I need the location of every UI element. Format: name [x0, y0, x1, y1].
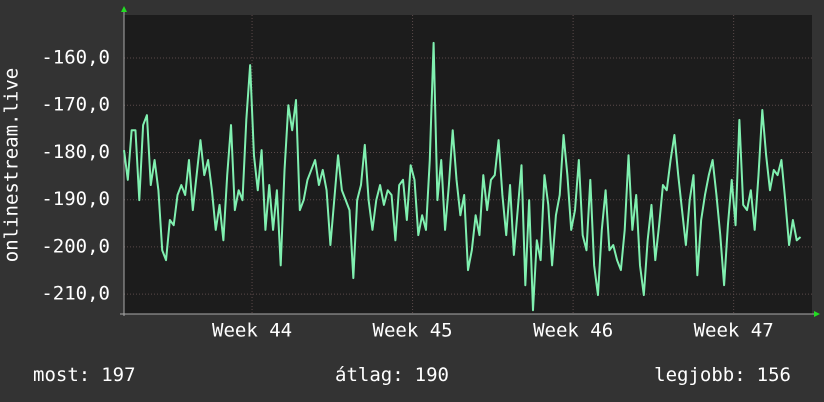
stat-label: átlag: [335, 364, 404, 386]
x-tick-label: Week 45 [373, 320, 453, 342]
series-line [123, 41, 802, 312]
axis-arrow [121, 6, 127, 12]
stat-value: 190 [415, 364, 449, 386]
stat-label: legjobb: [654, 364, 746, 386]
y-tick-label: -210,0 [41, 283, 110, 305]
x-tick-label: Week 46 [533, 320, 613, 342]
x-tick-label: Week 47 [694, 320, 774, 342]
axis-arrow [814, 311, 820, 317]
labels: -160,0 -170,0 -180,0 -190,0 -200,0 -210,0 Week… [33, 46, 791, 385]
y-tick-label: -180,0 [41, 141, 110, 163]
y-tick-label: -170,0 [41, 94, 110, 116]
marks [123, 41, 802, 312]
y-tick-label: -160,0 [41, 46, 110, 68]
y-tick-label: -190,0 [41, 188, 110, 210]
stat-label: most: [33, 364, 90, 386]
stat-value: 197 [101, 364, 135, 386]
stat-value: 156 [757, 364, 791, 386]
y-axis-label: onlinestream.live [1, 68, 23, 262]
grid [124, 15, 812, 314]
stat: átlag: 190 [335, 364, 449, 386]
stat: legjobb: 156 [654, 364, 791, 386]
stat: most: 197 [33, 364, 136, 386]
y-tick-label: -200,0 [41, 235, 110, 257]
x-tick-label: Week 44 [212, 320, 292, 342]
